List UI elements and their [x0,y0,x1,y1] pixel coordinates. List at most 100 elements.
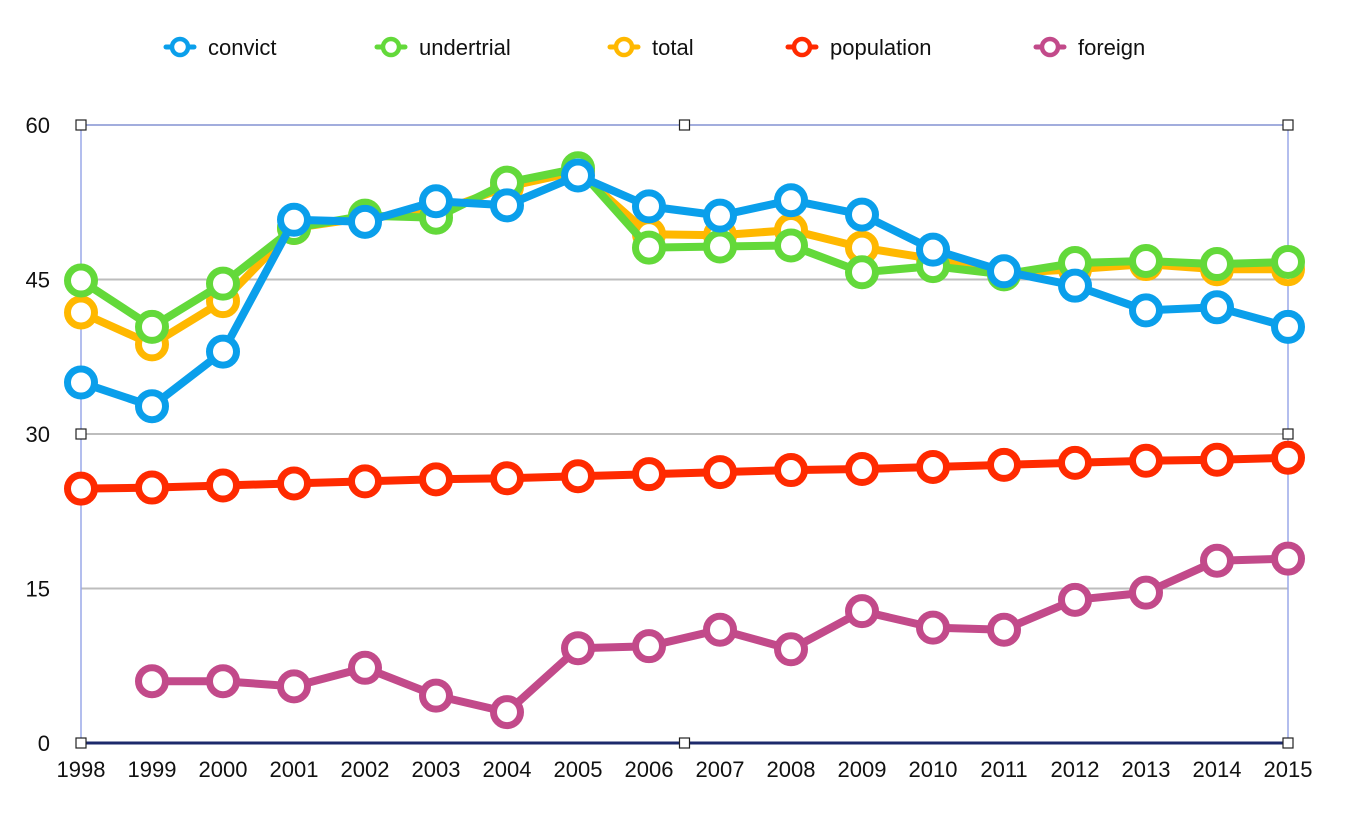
data-point-population-2002 [348,464,382,499]
resize-handle [75,119,87,131]
gridlines [81,124,1288,590]
data-point-undertrial-2006 [632,230,666,265]
data-point-population-2013 [1129,443,1163,478]
data-point-convict-2008 [774,183,808,218]
data-point-foreign-2013 [1129,575,1163,610]
data-point-convict-2012 [1058,268,1092,303]
legend-label-total: total [652,35,694,60]
x-tick-label-1998: 1998 [57,757,106,782]
data-point-foreign-2009 [845,594,879,629]
legend-label-undertrial: undertrial [419,35,511,60]
series-convict [64,158,1305,424]
data-point-foreign-2011 [987,612,1021,647]
x-tick-label-2013: 2013 [1122,757,1171,782]
resize-handle [678,737,691,749]
data-point-convict-2015 [1271,309,1305,344]
data-point-foreign-1999 [135,664,169,699]
chart-legend: convict undertrial total population foreign [163,35,1145,60]
data-point-foreign-2001 [277,669,311,704]
data-point-foreign-2012 [1058,582,1092,617]
data-point-population-2005 [561,459,595,494]
data-point-foreign-2002 [348,650,382,685]
data-point-undertrial-2007 [703,229,737,264]
x-tick-label-2014: 2014 [1193,757,1242,782]
data-point-population-2009 [845,452,879,487]
y-tick-label-60: 60 [26,113,50,138]
legend-label-population: population [830,35,932,60]
x-tick-label-2011: 2011 [980,757,1027,782]
series-undertrial [64,151,1305,344]
x-tick-label-2001: 2001 [270,757,319,782]
data-point-convict-2003 [419,184,453,219]
data-point-total-1998 [64,295,98,330]
legend-item-undertrial: undertrial [374,35,511,60]
legend-label-convict: convict [208,35,276,60]
data-point-convict-2004 [490,188,524,223]
resize-handle [1282,119,1294,131]
series-foreign [135,541,1305,730]
data-point-foreign-2000 [206,664,240,699]
data-point-population-2011 [987,447,1021,482]
data-point-foreign-2008 [774,632,808,667]
data-point-population-2001 [277,466,311,501]
series-line-undertrial [77,164,1292,331]
x-tick-label-2010: 2010 [909,757,958,782]
data-point-population-2004 [490,461,524,496]
x-tick-label-2012: 2012 [1051,757,1100,782]
data-point-convict-2007 [703,198,737,233]
data-point-foreign-2007 [703,612,737,647]
x-tick-label-2008: 2008 [767,757,816,782]
data-point-undertrial-1998 [64,263,98,298]
y-tick-label-15: 15 [26,577,50,602]
data-point-population-2014 [1200,442,1234,477]
legend-item-population: population [785,35,932,60]
data-point-undertrial-1999 [135,309,169,344]
data-point-convict-1998 [64,365,98,400]
legend-swatch-marker-foreign [1039,36,1061,58]
data-point-convict-2005 [561,158,595,193]
x-tick-label-2009: 2009 [838,757,887,782]
data-point-undertrial-2008 [774,228,808,263]
data-point-population-2003 [419,462,453,497]
data-point-undertrial-2000 [206,266,240,301]
y-axis: 0 15 30 45 60 [26,113,50,756]
data-point-foreign-2014 [1200,543,1234,578]
resize-handle [1282,737,1294,749]
data-point-convict-2014 [1200,290,1234,325]
series-layer [64,151,1305,730]
x-tick-label-1999: 1999 [128,757,177,782]
selection-frame [75,119,1294,749]
x-axis: 1998 1999 2000 2001 2002 2003 2004 2005 2006 2007… [57,757,1313,782]
x-tick-label-2004: 2004 [483,757,532,782]
data-point-foreign-2006 [632,629,666,664]
data-point-convict-2009 [845,197,879,232]
resize-handle [1282,428,1294,440]
series-line-population [77,453,1292,493]
data-point-foreign-2004 [490,695,524,730]
data-point-population-1999 [135,470,169,505]
data-point-population-2000 [206,468,240,503]
x-tick-label-2005: 2005 [554,757,603,782]
resize-handle [678,119,691,131]
data-point-population-2012 [1058,445,1092,480]
data-point-foreign-2003 [419,678,453,713]
data-point-convict-2001 [277,202,311,237]
legend-swatch-marker-convict [169,36,191,58]
series-population [64,440,1305,506]
legend-item-convict: convict [163,35,276,60]
y-tick-label-45: 45 [26,268,50,293]
data-point-foreign-2010 [916,610,950,645]
legend-label-foreign: foreign [1078,35,1145,60]
legend-swatch-marker-undertrial [380,36,402,58]
data-point-convict-2011 [987,254,1021,289]
resize-handle [75,428,87,440]
data-point-foreign-2005 [561,631,595,666]
data-point-undertrial-2009 [845,255,879,290]
data-point-undertrial-2014 [1200,247,1234,282]
y-tick-label-30: 30 [26,422,50,447]
x-tick-label-2003: 2003 [412,757,461,782]
x-tick-label-2007: 2007 [696,757,745,782]
data-point-convict-2002 [348,204,382,239]
y-tick-label-0: 0 [38,731,50,756]
series-line-convict [77,171,1292,411]
